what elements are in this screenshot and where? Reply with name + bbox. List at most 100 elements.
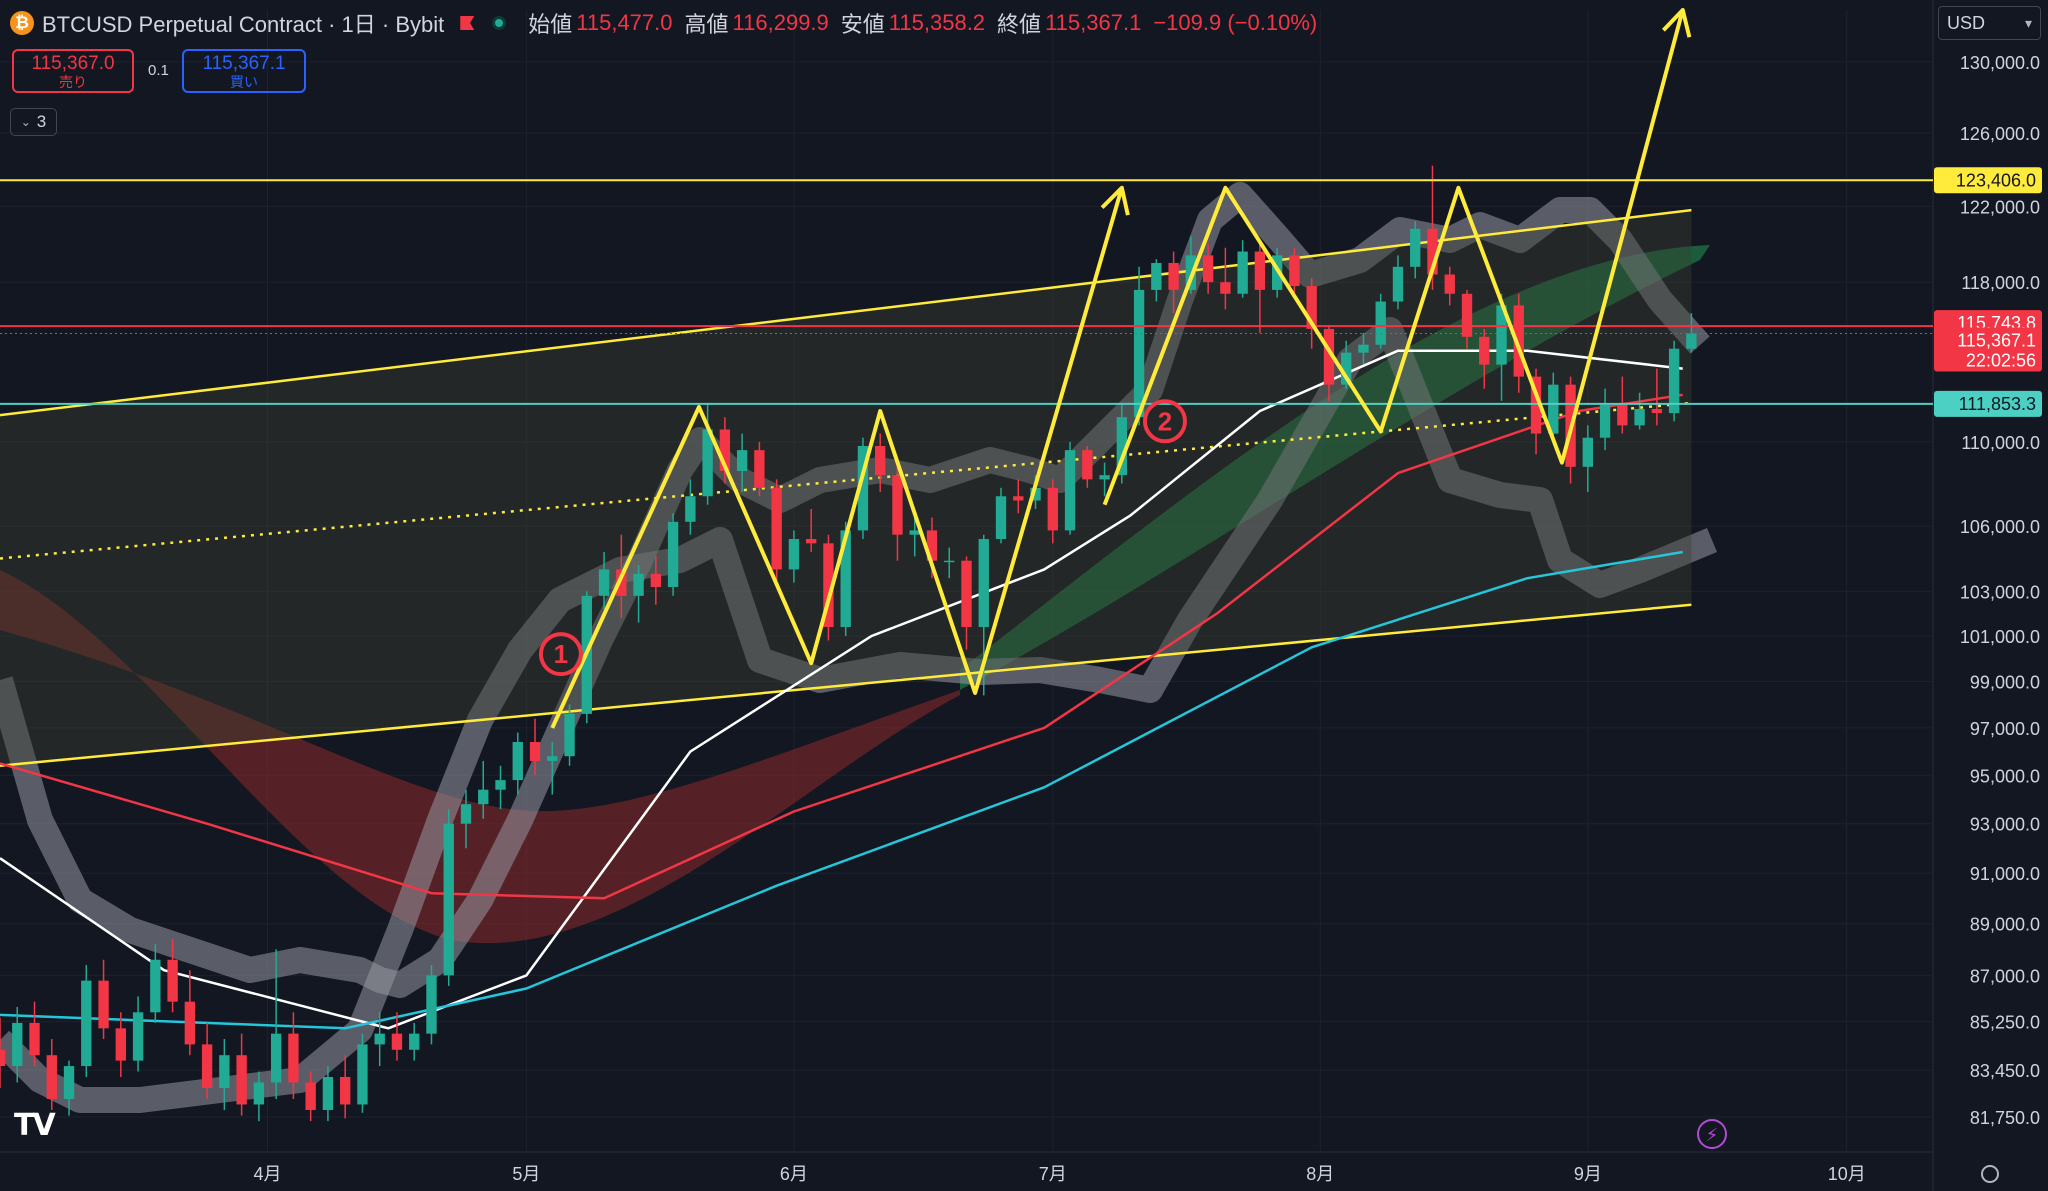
candle-body bbox=[667, 521, 679, 587]
candle-body bbox=[357, 1044, 368, 1105]
candle bbox=[374, 1012, 385, 1067]
candle bbox=[443, 809, 454, 986]
flag-icon[interactable] bbox=[460, 16, 475, 30]
low-label: 安値 bbox=[840, 12, 885, 37]
candle bbox=[1375, 293, 1386, 349]
channel-lower-line bbox=[0, 603, 1692, 767]
candle bbox=[1254, 243, 1266, 333]
last-price-badge: 115,367.122:02:56 bbox=[1934, 327, 2042, 372]
price-tick-label: 91,000.0 bbox=[1970, 864, 2040, 884]
candle bbox=[98, 959, 109, 1040]
candle-body bbox=[1375, 301, 1386, 345]
candle bbox=[460, 789, 472, 849]
candle bbox=[1479, 328, 1490, 389]
market-status-icon bbox=[492, 16, 507, 30]
resistance-badge-text: 123,406.0 bbox=[1956, 170, 2036, 190]
last-price-badge-bg bbox=[1934, 327, 2042, 372]
candle bbox=[63, 1060, 75, 1116]
candle-body bbox=[1030, 487, 1041, 501]
candle-body bbox=[1668, 348, 1680, 414]
buy-price: 115,367.1 bbox=[202, 52, 286, 74]
support-badge-bg bbox=[1934, 390, 2042, 417]
candle-body bbox=[1513, 305, 1524, 377]
candle bbox=[1686, 313, 1697, 353]
candle-body bbox=[1530, 376, 1542, 434]
price-tick-label: 101,000.0 bbox=[1960, 627, 2040, 647]
candle bbox=[805, 509, 817, 552]
candle-body bbox=[12, 1022, 23, 1067]
resistance-badge: 123,406.0 bbox=[1934, 167, 2042, 194]
candle-body bbox=[1686, 333, 1697, 349]
candle-body bbox=[1013, 496, 1024, 501]
candle-body bbox=[1479, 336, 1490, 365]
candle-body bbox=[529, 742, 541, 761]
candle bbox=[1013, 479, 1024, 514]
candle-body bbox=[1461, 293, 1473, 337]
open-label: 始値 bbox=[528, 12, 573, 37]
candle bbox=[201, 1022, 213, 1099]
candle-body bbox=[547, 756, 558, 761]
candle bbox=[1582, 425, 1593, 493]
price-tick-label: 122,000.0 bbox=[1960, 197, 2040, 217]
price-tick-label: 130,000.0 bbox=[1960, 53, 2040, 73]
price-tick-label: 87,000.0 bbox=[1970, 966, 2040, 986]
candle-body bbox=[702, 429, 713, 497]
candle bbox=[909, 513, 920, 557]
candle-body bbox=[1289, 255, 1300, 287]
candle-body bbox=[1082, 450, 1093, 480]
candle-body bbox=[322, 1076, 334, 1111]
candle-body bbox=[1548, 384, 1559, 434]
close-label: 終値 bbox=[997, 12, 1042, 37]
candle-body bbox=[616, 569, 627, 596]
candle bbox=[270, 949, 282, 1099]
candle bbox=[1133, 266, 1145, 426]
candle bbox=[788, 530, 800, 583]
price-tick-label: 89,000.0 bbox=[1970, 915, 2040, 935]
candle bbox=[1064, 441, 1076, 535]
time-tick-label: 4月 bbox=[254, 1164, 282, 1184]
candle-body bbox=[944, 560, 955, 563]
candle-body bbox=[81, 980, 92, 1067]
zigzag-1-line bbox=[550, 187, 1124, 729]
price-tick-label: 103,000.0 bbox=[1960, 582, 2040, 602]
chevron-down-icon: ⌄ bbox=[20, 115, 31, 129]
tradingview-logo-icon: TV bbox=[14, 1108, 56, 1143]
candle bbox=[1202, 243, 1214, 294]
last-price-badge-text: 115,367.1 bbox=[1957, 330, 2036, 350]
candle bbox=[1082, 445, 1093, 488]
candle-body bbox=[840, 530, 851, 628]
candle-body bbox=[478, 789, 489, 805]
indicators-toggle[interactable]: ⌄ 3 bbox=[10, 108, 57, 136]
candle-body bbox=[46, 1055, 57, 1099]
moving-average-line bbox=[0, 393, 1683, 900]
candle-body bbox=[719, 429, 731, 471]
currency-select[interactable]: USD ▾ bbox=[1938, 6, 2041, 40]
order-quantity[interactable]: 0.1 bbox=[148, 62, 169, 79]
sell-button[interactable]: 115,367.0 売り bbox=[12, 49, 134, 93]
candle-body bbox=[650, 573, 662, 587]
candle bbox=[81, 964, 92, 1077]
candle bbox=[305, 1071, 316, 1122]
candle-body bbox=[1617, 404, 1628, 426]
candle-body bbox=[132, 1012, 144, 1061]
price-tick-label: 99,000.0 bbox=[1970, 672, 2040, 692]
time-tick-label: 7月 bbox=[1039, 1164, 1067, 1184]
candle-body bbox=[961, 560, 972, 628]
candle-body bbox=[0, 1049, 6, 1067]
candle-body bbox=[1168, 262, 1179, 290]
candle-body bbox=[1341, 352, 1352, 385]
symbol-title[interactable]: BTCUSD Perpetual Contract · 1日 · Bybit bbox=[42, 12, 445, 37]
candle-body bbox=[305, 1082, 316, 1111]
candle-body bbox=[875, 445, 886, 476]
marker-circle bbox=[1142, 399, 1187, 444]
buy-button[interactable]: 115,367.1 買い bbox=[182, 49, 306, 93]
candle bbox=[391, 1012, 403, 1061]
candle bbox=[1323, 324, 1335, 401]
candle-body bbox=[150, 959, 161, 1013]
candle-body bbox=[1599, 404, 1611, 438]
candle bbox=[1185, 236, 1197, 294]
indicator-count: 3 bbox=[36, 112, 47, 131]
price-tick-label: 81,750.0 bbox=[1970, 1108, 2040, 1128]
high-value: 116,299.9 bbox=[732, 10, 829, 35]
